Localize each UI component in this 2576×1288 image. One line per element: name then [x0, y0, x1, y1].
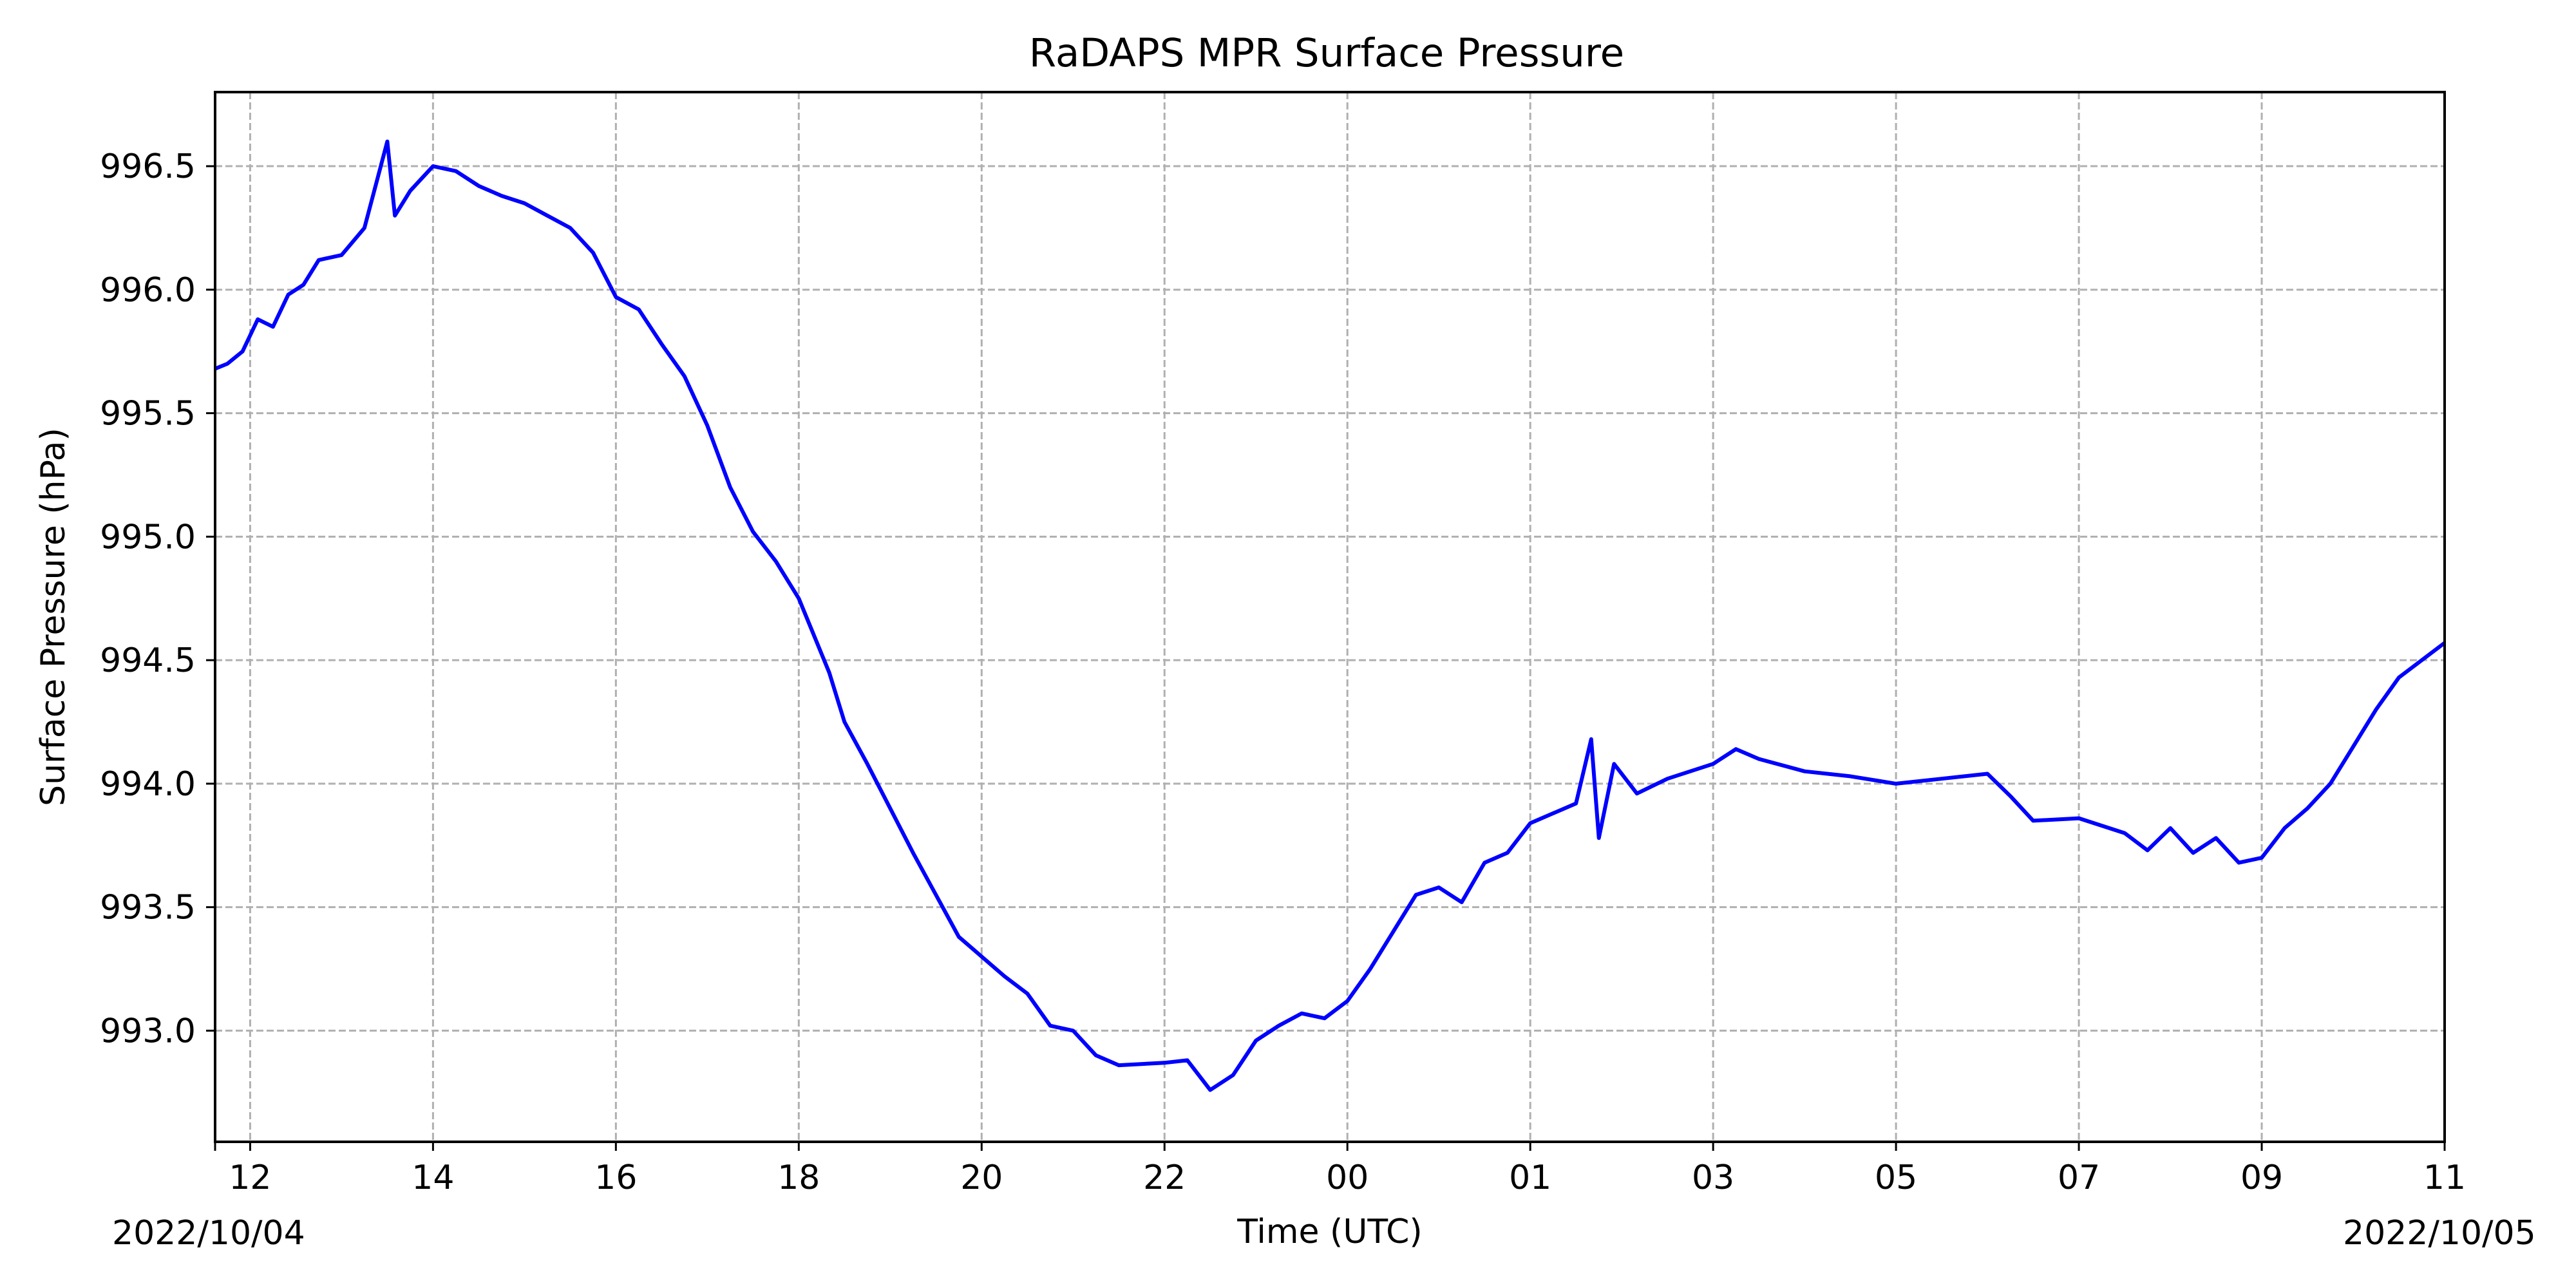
- x-tick-label: 11: [2423, 1159, 2466, 1197]
- x-tick-label: 03: [1692, 1159, 1734, 1197]
- x-tick-label: 09: [2240, 1159, 2283, 1197]
- grid: [215, 92, 2446, 1142]
- x-tick-label: 22: [1143, 1159, 1186, 1197]
- x-tick-label: 12: [229, 1159, 271, 1197]
- x-axis: 12 14 16 18 20 22 00 01 03 05 07 09 11: [214, 1142, 2466, 1197]
- x-tick-label: 01: [1509, 1159, 1551, 1197]
- x-tick-label: 20: [960, 1159, 1003, 1197]
- y-tick-label: 993.0: [100, 1012, 196, 1050]
- y-tick-label: 993.5: [100, 889, 196, 927]
- x-tick-label: 07: [2058, 1159, 2100, 1197]
- y-tick-label: 996.5: [100, 147, 196, 186]
- chart-title: RaDAPS MPR Surface Pressure: [1029, 30, 1624, 76]
- y-axis: 993.0 993.5 994.0 994.5 995.0 995.5 996.0 996.5: [100, 147, 215, 1050]
- series-layer: [215, 139, 2445, 1092]
- x-tick-label: 18: [777, 1159, 820, 1197]
- x-tick-label: 00: [1326, 1159, 1368, 1197]
- date-label-left: 2022/10/04: [112, 1214, 305, 1253]
- y-tick-label: 995.5: [100, 395, 196, 433]
- y-axis-label: Surface Pressure (hPa): [34, 428, 73, 806]
- plot-frame: [214, 91, 2446, 1143]
- y-tick-label: 995.0: [100, 518, 196, 556]
- y-tick-label: 996.0: [100, 271, 196, 310]
- series-line: [215, 139, 2445, 1092]
- date-label-right: 2022/10/05: [2343, 1214, 2536, 1253]
- x-tick-label: 14: [412, 1159, 454, 1197]
- x-axis-label: Time (UTC): [1236, 1213, 1422, 1251]
- y-tick-label: 994.5: [100, 641, 196, 680]
- x-tick-label: 16: [594, 1159, 637, 1197]
- x-tick-label: 05: [1875, 1159, 1917, 1197]
- y-tick-label: 994.0: [100, 765, 196, 804]
